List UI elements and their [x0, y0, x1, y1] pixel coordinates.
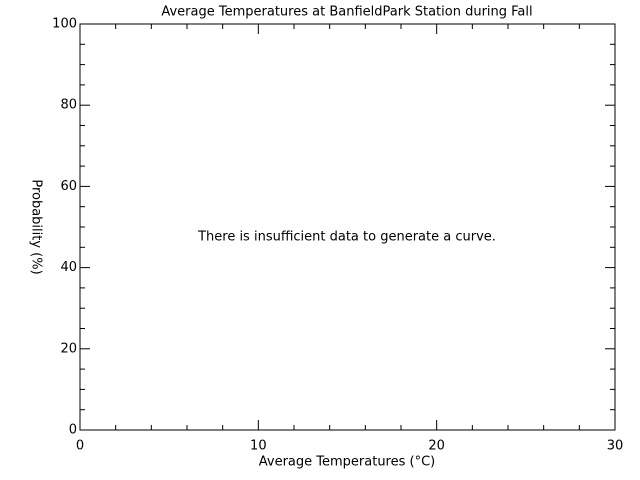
x-axis-label: Average Temperatures (°C) — [259, 455, 436, 470]
y-tick-label: 40 — [60, 260, 77, 275]
y-axis-label: Probability (%) — [29, 179, 44, 274]
x-tick-label: 30 — [607, 439, 624, 454]
chart-title: Average Temperatures at BanfieldPark Sta… — [161, 5, 532, 20]
y-tick-label: 60 — [60, 179, 77, 194]
x-tick-label: 10 — [250, 439, 267, 454]
y-tick-label: 0 — [69, 423, 77, 438]
y-tick-label: 80 — [60, 98, 77, 113]
y-tick-label: 100 — [52, 17, 77, 32]
annotation: There is insufficient data to generate a… — [197, 230, 496, 245]
x-tick-label: 20 — [428, 439, 445, 454]
x-tick-label: 0 — [76, 439, 84, 454]
y-tick-label: 20 — [60, 341, 77, 356]
